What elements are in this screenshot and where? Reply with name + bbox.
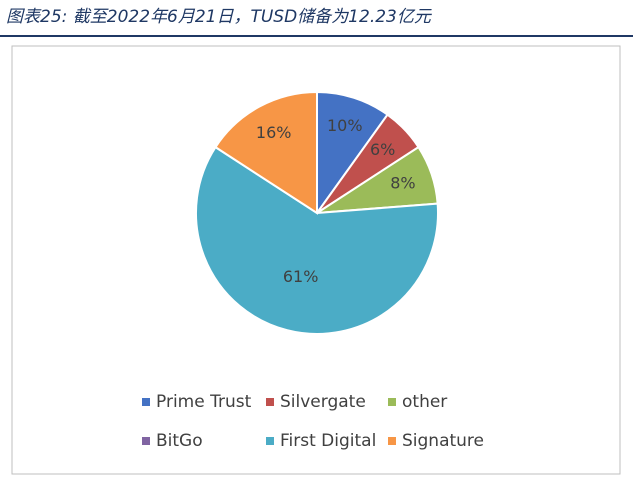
legend-label: BitGo — [156, 431, 203, 451]
data-label: 8% — [390, 173, 415, 192]
legend-swatch — [388, 437, 396, 445]
legend-label: Silvergate — [280, 392, 366, 412]
pie-slice — [214, 90, 318, 215]
legend-swatch — [142, 398, 150, 406]
data-label: 6% — [370, 140, 395, 159]
legend-label: other — [402, 392, 447, 412]
chart-title: 图表25: 截至2022年6月21日，TUSD储备为12.23亿元 — [6, 7, 433, 27]
data-label: 61% — [283, 267, 319, 286]
legend-swatch — [266, 437, 274, 445]
legend-label: Signature — [402, 431, 484, 451]
legend-swatch — [266, 398, 274, 406]
data-label: 10% — [327, 116, 363, 135]
legend-swatch — [142, 437, 150, 445]
legend-label: First Digital — [280, 431, 376, 451]
data-label: 16% — [256, 123, 292, 142]
legend-label: Prime Trust — [156, 392, 252, 412]
pie-slice — [195, 145, 439, 335]
pie-slice — [316, 90, 389, 217]
legend-swatch — [388, 398, 396, 406]
